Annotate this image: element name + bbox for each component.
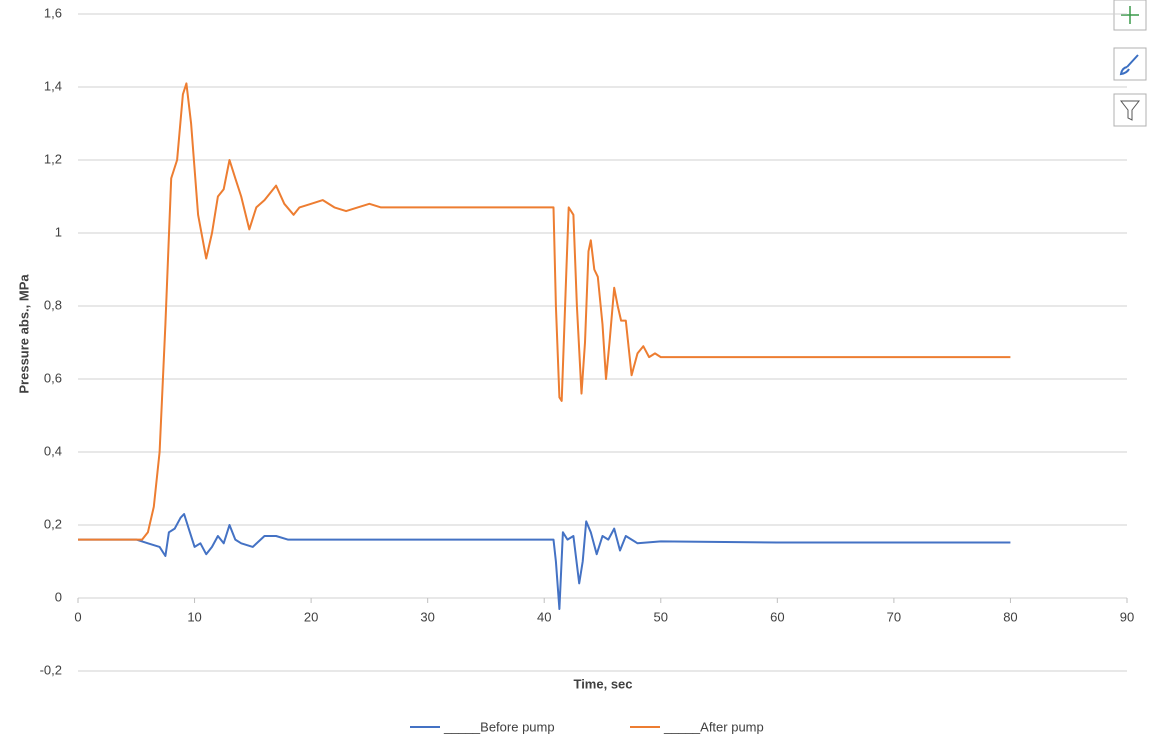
style-button[interactable]: [1113, 47, 1147, 81]
x-tick-label: 50: [654, 609, 668, 624]
series-line: [78, 82, 1011, 541]
y-axis-label: Pressure abs., MPa: [16, 274, 31, 394]
x-tick-label: 40: [537, 609, 551, 624]
legend-label: _____Before pump: [443, 719, 555, 734]
brush-icon: [1119, 54, 1139, 76]
y-tick-label: 0,2: [44, 516, 62, 531]
plus-icon: [1121, 6, 1139, 24]
x-tick-label: 30: [420, 609, 434, 624]
y-tick-label: 1,6: [44, 5, 62, 20]
x-tick-label: 10: [187, 609, 201, 624]
x-tick-label: 60: [770, 609, 784, 624]
x-tick-label: 80: [1003, 609, 1017, 624]
filter-icon: [1119, 100, 1141, 121]
y-tick-label: 0,4: [44, 443, 62, 458]
x-tick-label: 20: [304, 609, 318, 624]
x-tick-label: 90: [1120, 609, 1134, 624]
y-tick-label: -0,2: [40, 662, 62, 677]
x-tick-label: 70: [887, 609, 901, 624]
x-tick-label: 0: [74, 609, 81, 624]
y-tick-label: 0: [55, 589, 62, 604]
y-tick-label: 0,6: [44, 370, 62, 385]
legend-label: _____After pump: [663, 719, 764, 734]
y-tick-label: 0,8: [44, 297, 62, 312]
y-tick-label: 1: [55, 224, 62, 239]
chart-buttons[interactable]: [1113, 0, 1147, 127]
x-axis-label: Time, sec: [573, 676, 632, 691]
filter-button[interactable]: [1113, 93, 1147, 127]
y-tick-label: 1,4: [44, 78, 62, 93]
series-line: [78, 513, 1011, 610]
y-tick-label: 1,2: [44, 151, 62, 166]
